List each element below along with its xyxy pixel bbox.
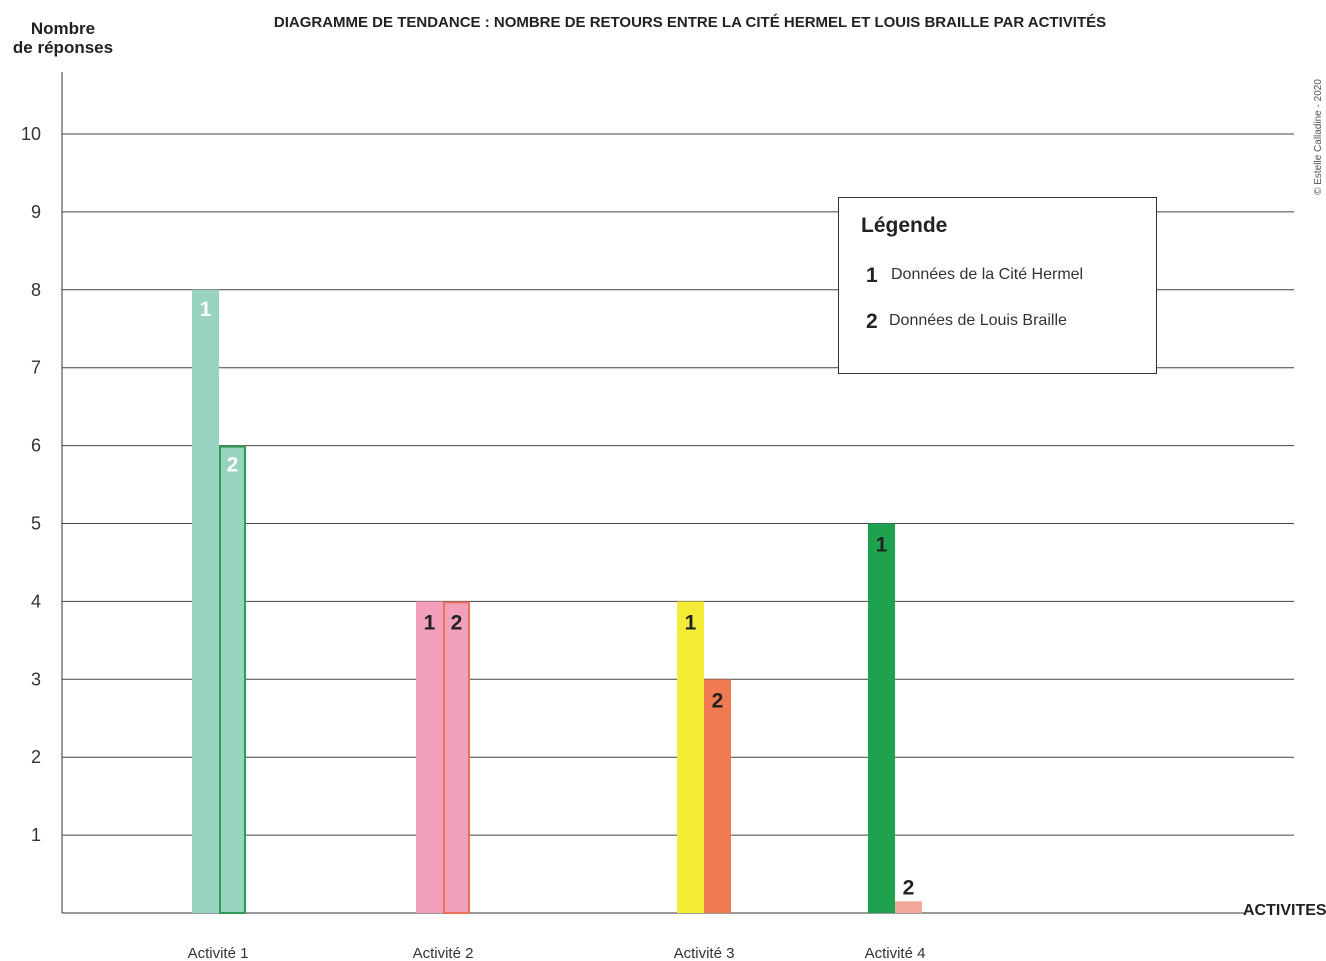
bar-activite-4-series-2 — [895, 901, 922, 913]
category-label-2: Activité 2 — [413, 945, 474, 961]
bar-marker-activite-3-series-2: 2 — [712, 689, 724, 712]
y-axis-label-line2: de réponses — [13, 38, 113, 57]
bar-marker-activite-1-series-2: 2 — [227, 454, 239, 477]
legend-label-1: Données de la Cité Hermel — [891, 266, 1083, 283]
y-tick-label-8: 8 — [31, 280, 41, 300]
legend-marker-1: 1 — [866, 264, 878, 287]
y-tick-label-6: 6 — [31, 436, 41, 456]
legend-title: Légende — [861, 214, 947, 237]
category-label-3: Activité 3 — [674, 945, 735, 961]
bar-marker-activite-3-series-1: 1 — [685, 611, 697, 634]
y-tick-label-10: 10 — [21, 124, 41, 144]
bar-activite-1-series-2 — [219, 445, 246, 914]
bar-activite-4-series-1 — [868, 523, 895, 913]
bar-activite-1-series-1 — [192, 289, 219, 913]
y-tick-labels: 1 2 3 4 5 6 7 8 9 10 — [21, 124, 41, 845]
y-tick-label-1: 1 — [31, 825, 41, 845]
bar-marker-activite-4-series-1: 1 — [876, 534, 888, 557]
category-labels: Activité 1 Activité 2 Activité 3 Activité 4 — [188, 945, 926, 961]
chart-title: DIAGRAMME DE TENDANCE : NOMBRE DE RETOUR… — [274, 14, 1106, 31]
bar-marker-activite-2-series-2: 2 — [451, 611, 463, 634]
category-label-4: Activité 4 — [865, 945, 926, 961]
legend-label-2: Données de Louis Braille — [889, 312, 1067, 329]
legend-box — [838, 197, 1157, 374]
y-tick-label-5: 5 — [31, 514, 41, 534]
copyright-credit: © Estelle Calladine - 2020 — [1313, 79, 1324, 195]
y-tick-label-3: 3 — [31, 669, 41, 689]
y-tick-label-4: 4 — [31, 591, 41, 611]
y-axis-label-line1: Nombre — [31, 19, 95, 38]
x-axis-label: ACTIVITES — [1243, 902, 1326, 919]
bar-activite-3-series-1 — [677, 601, 704, 913]
bar-marker-activite-4-series-2: 2 — [903, 876, 915, 899]
bar-activite-3-series-2 — [704, 679, 731, 913]
legend-marker-2: 2 — [866, 310, 878, 333]
bar-activite-2-series-2 — [443, 601, 470, 915]
bar-marker-activite-1-series-1: 1 — [200, 298, 212, 321]
bar-marker-activite-2-series-1: 1 — [424, 611, 436, 634]
bar-activite-2-series-1 — [416, 601, 443, 913]
category-label-1: Activité 1 — [188, 945, 249, 961]
y-tick-label-2: 2 — [31, 747, 41, 767]
gridlines — [62, 133, 1294, 836]
y-tick-label-9: 9 — [31, 202, 41, 222]
y-tick-label-7: 7 — [31, 358, 41, 378]
legend: Légende 1 Données de la Cité Hermel 2 Do… — [838, 197, 1157, 374]
